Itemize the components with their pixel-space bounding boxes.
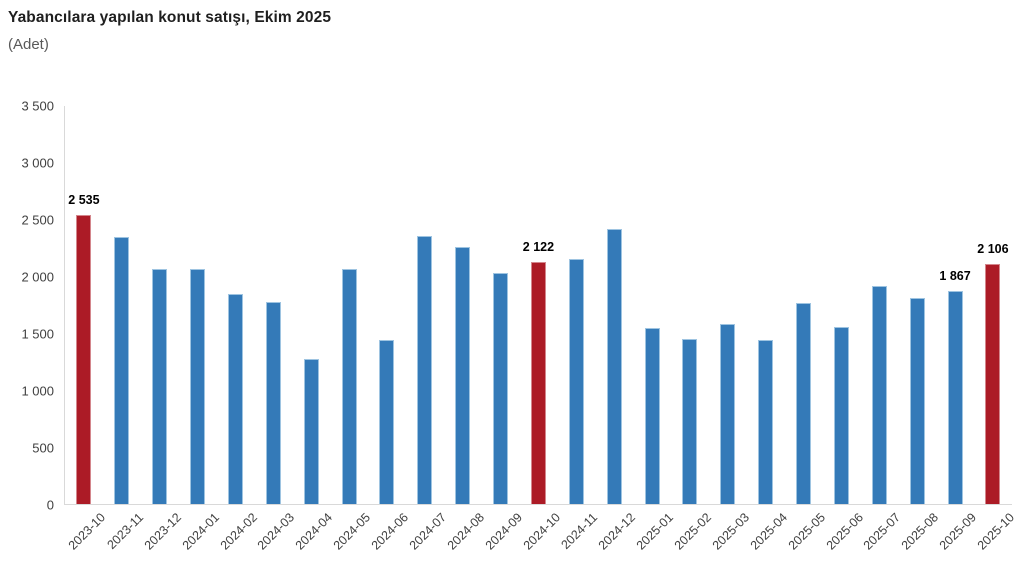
x-tick-label-2025-01: 2025-01 (633, 510, 677, 553)
plot-area: 2 535 2023-10 2023-11 2023-12 2024-01 2024-02… (64, 106, 1017, 553)
bar-2025-03 (720, 324, 736, 504)
x-tick-label-2024-12: 2024-12 (596, 510, 639, 553)
bar-slot-2023-11: 2023-11 (103, 106, 146, 552)
bar-slot-2024-12: 2024-12 (595, 106, 638, 553)
x-tick-label-2024-06: 2024-06 (368, 510, 412, 553)
bar-2023-12 (152, 269, 168, 504)
bar-2024-06 (379, 340, 395, 504)
bar-slot-2024-02: 2024-02 (217, 106, 260, 553)
x-tick-label-2024-09: 2024-09 (482, 510, 525, 553)
y-tick-label: 0 (46, 497, 54, 513)
bar-slot-2023-12: 2023-12 (141, 106, 184, 553)
x-tick-label-2024-10: 2024-10 (520, 510, 563, 553)
bar-slot-2025-08: 2025-08 (898, 106, 941, 553)
bar-2024-04 (303, 359, 319, 504)
x-tick-label-2024-08: 2024-08 (444, 510, 487, 553)
bar-2025-09 (947, 291, 963, 504)
x-tick-label-2025-08: 2025-08 (899, 510, 942, 553)
bar-slot-2025-07: 2025-07 (860, 106, 904, 553)
bar-2024-08 (455, 247, 471, 504)
bar-2024-07 (417, 236, 433, 504)
bar-2024-12 (606, 229, 622, 504)
bar-2023-11 (114, 237, 130, 504)
bar-slot-2024-03: 2024-03 (254, 106, 298, 553)
y-tick-label: 3 500 (21, 98, 54, 114)
data-label-2025-09: 1 867 (939, 268, 971, 283)
bar-slot-2024-11: 2024-11 (557, 106, 601, 552)
bar-2025-08 (909, 298, 925, 504)
bar-2024-01 (190, 269, 206, 504)
chart-title: Yabancılara yapılan konut satışı, Ekim 2… (8, 9, 332, 26)
bar-slot-2024-07: 2024-07 (406, 106, 449, 553)
bar-2025-07 (871, 286, 887, 504)
y-tick-label: 2 500 (21, 212, 54, 228)
y-axis: 3 500 3 000 2 500 2 000 1 500 1 000 500 0 (0, 99, 56, 513)
bar-slot-2024-06: 2024-06 (368, 106, 411, 553)
bar-slot-2024-05: 2024-05 (330, 106, 373, 553)
bar-slot-2024-10: 2 122 2024-10 (520, 106, 562, 552)
x-tick-label-2024-04: 2024-04 (293, 510, 336, 553)
bar-2025-02 (682, 339, 698, 504)
bar-2024-03 (265, 302, 281, 504)
bar-2025-06 (833, 327, 849, 504)
bar-slot-2024-04: 2024-04 (292, 106, 335, 553)
x-tick-label-2024-01: 2024-01 (179, 510, 222, 553)
bar-slot-2025-09: 1 867 2025-09 (936, 106, 979, 552)
y-tick-label: 1 500 (21, 326, 54, 342)
x-tick-label-2023-12: 2023-12 (141, 510, 184, 553)
bar-2024-02 (227, 294, 243, 504)
data-label-2024-10: 2 122 (522, 239, 555, 254)
x-tick-label-2025-06: 2025-06 (823, 510, 866, 553)
x-tick-label-2025-02: 2025-02 (671, 510, 715, 553)
x-tick-label-2025-04: 2025-04 (747, 510, 790, 553)
x-tick-label-2024-11: 2024-11 (558, 510, 601, 552)
x-tick-label-2025-10: 2025-10 (974, 510, 1018, 553)
x-tick-label-2024-02: 2024-02 (217, 510, 260, 553)
bar-2025-01 (644, 328, 660, 504)
x-tick-label-2023-10: 2023-10 (65, 510, 109, 553)
bar-slot-2025-01: 2025-01 (633, 106, 676, 553)
bar-2025-04 (758, 340, 774, 504)
x-tick-label-2024-05: 2024-05 (330, 510, 374, 553)
data-label-2023-10: 2 535 (68, 192, 100, 207)
x-tick-label-2025-03: 2025-03 (709, 510, 753, 553)
bar-slot-2025-06: 2025-06 (823, 106, 866, 553)
bar-slot-2025-04: 2025-04 (747, 106, 790, 553)
x-tick-label-2024-03: 2024-03 (255, 510, 298, 553)
x-tick-label-2024-07: 2024-07 (406, 510, 450, 553)
x-tick-label-2025-09: 2025-09 (936, 510, 980, 553)
bar-slot-2024-01: 2024-01 (179, 106, 222, 553)
x-tick-label-2025-07: 2025-07 (861, 510, 904, 553)
x-tick-label-2023-11: 2023-11 (104, 510, 147, 552)
y-tick-label: 1 000 (21, 383, 54, 399)
bar-slot-2025-10: 2 106 2025-10 (974, 106, 1017, 552)
bar-slot-2025-05: 2025-05 (785, 106, 828, 553)
x-tick-label-2025-05: 2025-05 (785, 510, 828, 553)
bar-slot-2024-09: 2024-09 (482, 106, 525, 553)
highlighted-bar-2023-10 (76, 215, 92, 504)
chart-unit-label: (Adet) (8, 36, 49, 53)
bar-slot-2023-10: 2 535 2023-10 (65, 106, 108, 552)
highlighted-bar-2024-10 (530, 262, 546, 504)
bar-slot-2025-03: 2025-03 (709, 106, 752, 553)
bar-2024-05 (341, 269, 357, 504)
y-tick-label: 2 000 (21, 269, 54, 285)
highlighted-bar-2025-10 (985, 264, 1001, 504)
bar-slot-2024-08: 2024-08 (444, 106, 487, 553)
data-label-2025-10: 2 106 (977, 241, 1009, 256)
y-tick-label: 500 (32, 440, 54, 456)
bar-slot-2025-02: 2025-02 (671, 106, 714, 553)
bar-2024-11 (568, 259, 584, 504)
bar-2025-05 (796, 303, 812, 504)
bar-2024-09 (493, 273, 509, 504)
y-tick-label: 3 000 (21, 155, 54, 171)
